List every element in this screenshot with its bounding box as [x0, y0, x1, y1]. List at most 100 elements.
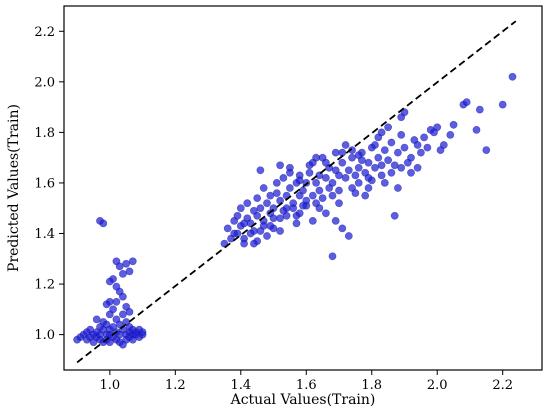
data-point: [397, 163, 406, 172]
data-point: [416, 148, 425, 157]
data-point: [377, 128, 386, 137]
x-tick-label: 1.8: [361, 378, 382, 393]
data-point: [318, 194, 327, 202]
data-point: [397, 130, 406, 139]
data-point: [344, 232, 353, 240]
y-tick-label: 1.6: [34, 176, 55, 191]
data-point: [328, 252, 337, 261]
data-point: [371, 141, 379, 149]
data-point: [240, 219, 248, 228]
data-point: [335, 199, 343, 208]
data-point: [354, 163, 363, 172]
data-point: [341, 141, 350, 149]
data-point: [119, 292, 127, 301]
data-point: [328, 191, 337, 200]
data-point: [256, 227, 265, 235]
data-point: [285, 168, 294, 177]
data-point: [390, 161, 399, 170]
data-point: [266, 191, 275, 200]
data-point: [331, 148, 340, 157]
data-point: [393, 184, 402, 192]
data-point: [338, 158, 347, 167]
data-point: [371, 163, 379, 172]
data-point: [400, 108, 409, 117]
y-tick-label: 1.2: [34, 278, 55, 293]
data-point: [243, 199, 252, 208]
data-point: [256, 204, 265, 213]
data-point: [449, 120, 458, 129]
data-point: [475, 105, 484, 114]
data-point: [413, 163, 422, 172]
y-tick-label: 1.4: [34, 227, 55, 242]
data-point: [256, 166, 265, 175]
data-point: [119, 310, 127, 319]
data-point: [321, 209, 330, 218]
data-point: [403, 158, 412, 167]
data-point: [289, 204, 298, 213]
data-point: [377, 171, 386, 180]
data-point: [236, 204, 245, 213]
data-point: [249, 239, 258, 248]
y-tick-label: 1.8: [34, 126, 55, 141]
data-point: [331, 216, 340, 225]
data-point: [263, 199, 271, 208]
data-point: [423, 143, 432, 152]
data-point: [233, 229, 242, 238]
x-tick-label: 1.0: [99, 378, 120, 393]
data-point: [92, 315, 101, 324]
data-point: [272, 178, 281, 187]
data-point: [348, 153, 356, 162]
data-point: [272, 189, 281, 197]
data-point: [292, 219, 301, 228]
x-tick-label: 1.6: [296, 378, 317, 393]
y-axis: 1.0 1.2 1.4 1.6 1.8 2.0 2.2: [34, 25, 64, 343]
data-point: [119, 340, 127, 349]
data-point: [266, 221, 275, 230]
data-point: [321, 173, 330, 182]
x-axis: 1.0 1.2 1.4 1.6 1.8 2.0 2.2: [99, 370, 513, 393]
data-point: [122, 259, 131, 268]
data-point: [315, 204, 324, 213]
data-point: [112, 282, 121, 291]
data-point: [269, 214, 278, 223]
data-point: [276, 214, 284, 223]
data-point: [279, 173, 288, 182]
data-point: [285, 184, 294, 192]
data-point: [105, 277, 114, 286]
data-point: [321, 158, 330, 167]
data-point: [384, 123, 392, 132]
data-point: [374, 153, 383, 162]
data-point: [390, 211, 399, 220]
data-point: [305, 161, 314, 170]
data-point: [364, 173, 373, 182]
data-point: [498, 100, 507, 109]
data-point: [312, 178, 320, 187]
data-point: [387, 168, 396, 177]
data-point: [295, 176, 304, 185]
data-point: [446, 130, 455, 139]
data-point: [331, 166, 340, 175]
data-point: [348, 146, 356, 154]
data-point: [341, 173, 350, 182]
data-point: [380, 178, 389, 187]
data-point: [384, 156, 392, 165]
y-tick-label: 2.0: [34, 75, 55, 90]
data-point: [328, 178, 337, 187]
data-point: [99, 219, 108, 228]
data-point: [482, 146, 491, 154]
data-point: [128, 257, 137, 266]
data-point: [223, 224, 232, 233]
data-point: [508, 72, 517, 81]
data-point: [125, 267, 134, 276]
data-point: [400, 143, 409, 152]
x-tick-label: 2.0: [427, 378, 448, 393]
data-point: [344, 166, 353, 175]
data-point: [276, 161, 284, 170]
data-point: [109, 305, 117, 314]
plot-frame: [63, 5, 543, 371]
data-point: [246, 229, 255, 238]
y-tick-label: 1.0: [34, 328, 55, 343]
data-point: [308, 191, 317, 200]
